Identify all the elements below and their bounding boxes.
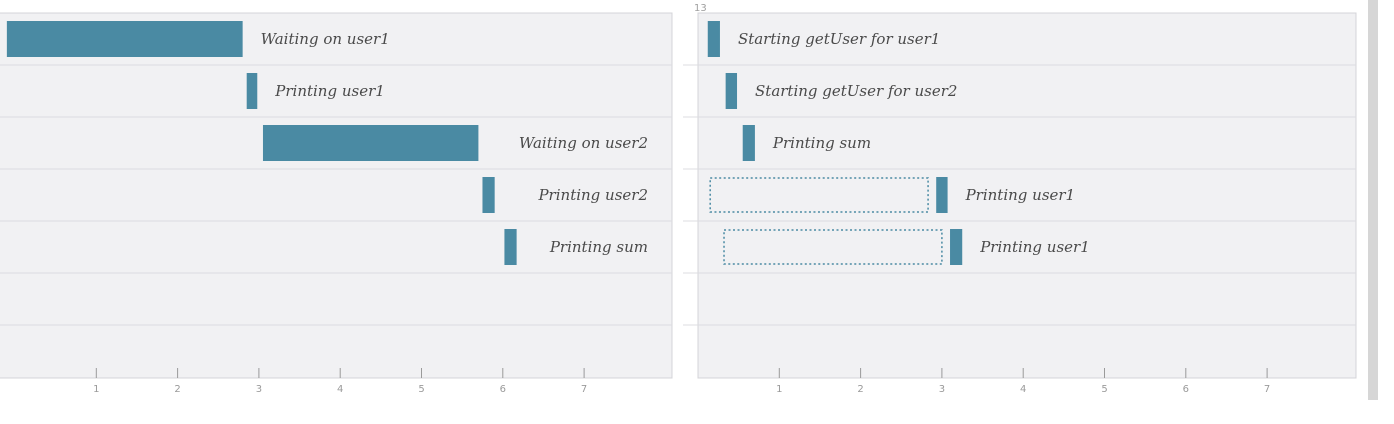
task-label: Printing user2 [537,186,648,204]
task-bar [725,73,738,109]
x-tick-label: 3 [939,384,945,395]
task-label: Waiting on user2 [519,134,648,152]
task-bar [6,21,243,57]
x-tick-label: 7 [1264,384,1270,395]
task-label: Starting getUser for user1 [738,30,940,48]
x-tick-label: 5 [418,384,424,395]
x-tick-label: 2 [857,384,863,395]
task-label: Starting getUser for user2 [755,82,957,100]
left-row-grid [0,64,672,326]
task-bar [262,125,479,161]
x-tick-label: 1 [776,384,782,395]
task-bar [482,177,495,213]
window-edge-shadow [1368,0,1378,400]
right-panel-frame [697,12,1357,379]
waiting-placeholder [723,229,943,265]
right-task-bars: Starting getUser for user1 Starting getUs… [707,21,1090,265]
left-task-bars: Waiting on user1 Printing user1 Waiting on… [6,21,648,265]
task-label: Waiting on user1 [261,30,390,48]
x-tick-label: 3 [256,384,262,395]
right-panel-background [698,13,1356,378]
task-bar [950,229,963,265]
right-row-grid [683,64,1356,326]
task-bar [936,177,948,213]
waiting-placeholder [709,177,929,213]
right-x-axis: 1 2 3 4 5 6 7 [776,368,1270,395]
task-bar [742,125,755,161]
x-tick-label: 6 [500,384,506,395]
task-label: Printing user1 [274,82,385,100]
task-bar [504,229,517,265]
task-label: Printing user1 [979,238,1090,256]
left-panel-background [0,13,672,378]
right-panel-corner-number: 13 [694,3,707,14]
x-tick-label: 4 [337,384,343,395]
x-tick-label: 1 [93,384,99,395]
x-tick-label: 7 [581,384,587,395]
task-label: Printing user1 [965,186,1076,204]
task-label: Printing sum [549,238,648,256]
x-tick-label: 6 [1183,384,1189,395]
left-panel-frame [0,12,673,379]
left-x-axis: 1 2 3 4 5 6 7 [93,368,587,395]
x-tick-label: 4 [1020,384,1026,395]
task-label: Printing sum [772,134,871,152]
x-tick-label: 2 [174,384,180,395]
task-bar [246,73,258,109]
task-bar [707,21,720,57]
x-tick-label: 5 [1101,384,1107,395]
